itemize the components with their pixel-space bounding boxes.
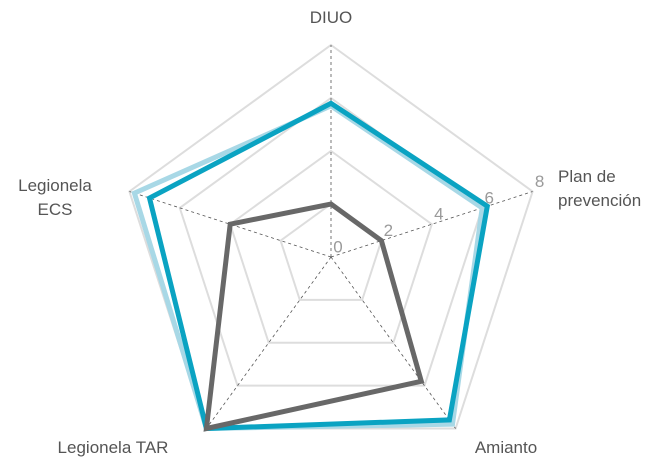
series-layer — [131, 100, 491, 432]
axis-spoke-3 — [330, 256, 456, 429]
tick-label-layer: 0 2 4 6 8 — [333, 172, 544, 257]
axis-label-line: Amianto — [475, 438, 537, 457]
axis-label-2: Plan de prevención — [558, 167, 641, 210]
tick-label-2: 2 — [384, 221, 393, 240]
axis-spoke-4 — [206, 256, 332, 429]
series-line-1 — [131, 103, 485, 432]
axis-label-4: Legionela TAR — [58, 438, 169, 457]
axis-label-1: DIUO — [310, 8, 353, 27]
axis-label-5: Legionela ECS — [18, 176, 92, 219]
axis-label-line: DIUO — [310, 8, 353, 27]
axis-label-line: Legionela TAR — [58, 438, 169, 457]
axis-label-line: ECS — [38, 200, 73, 219]
axis-label-line: prevención — [558, 191, 641, 210]
series-line-2 — [146, 100, 491, 432]
tick-label-0: 0 — [333, 237, 342, 256]
tick-label-4: 4 — [434, 205, 443, 224]
axis-label-line: Plan de — [558, 167, 616, 186]
spoke-layer — [129, 45, 533, 429]
axis-label-3: Amianto — [475, 438, 537, 457]
axis-spoke-2 — [330, 191, 533, 258]
axis-spoke-5 — [129, 191, 332, 258]
axis-label-layer: DIUO Plan de prevención Amianto Legionela TA… — [18, 8, 641, 457]
series-line-3 — [203, 201, 425, 432]
grid-ring-4 — [229, 149, 433, 344]
axis-label-line: Legionela — [18, 176, 92, 195]
tick-label-8: 8 — [535, 172, 544, 191]
tick-label-6: 6 — [484, 188, 493, 207]
